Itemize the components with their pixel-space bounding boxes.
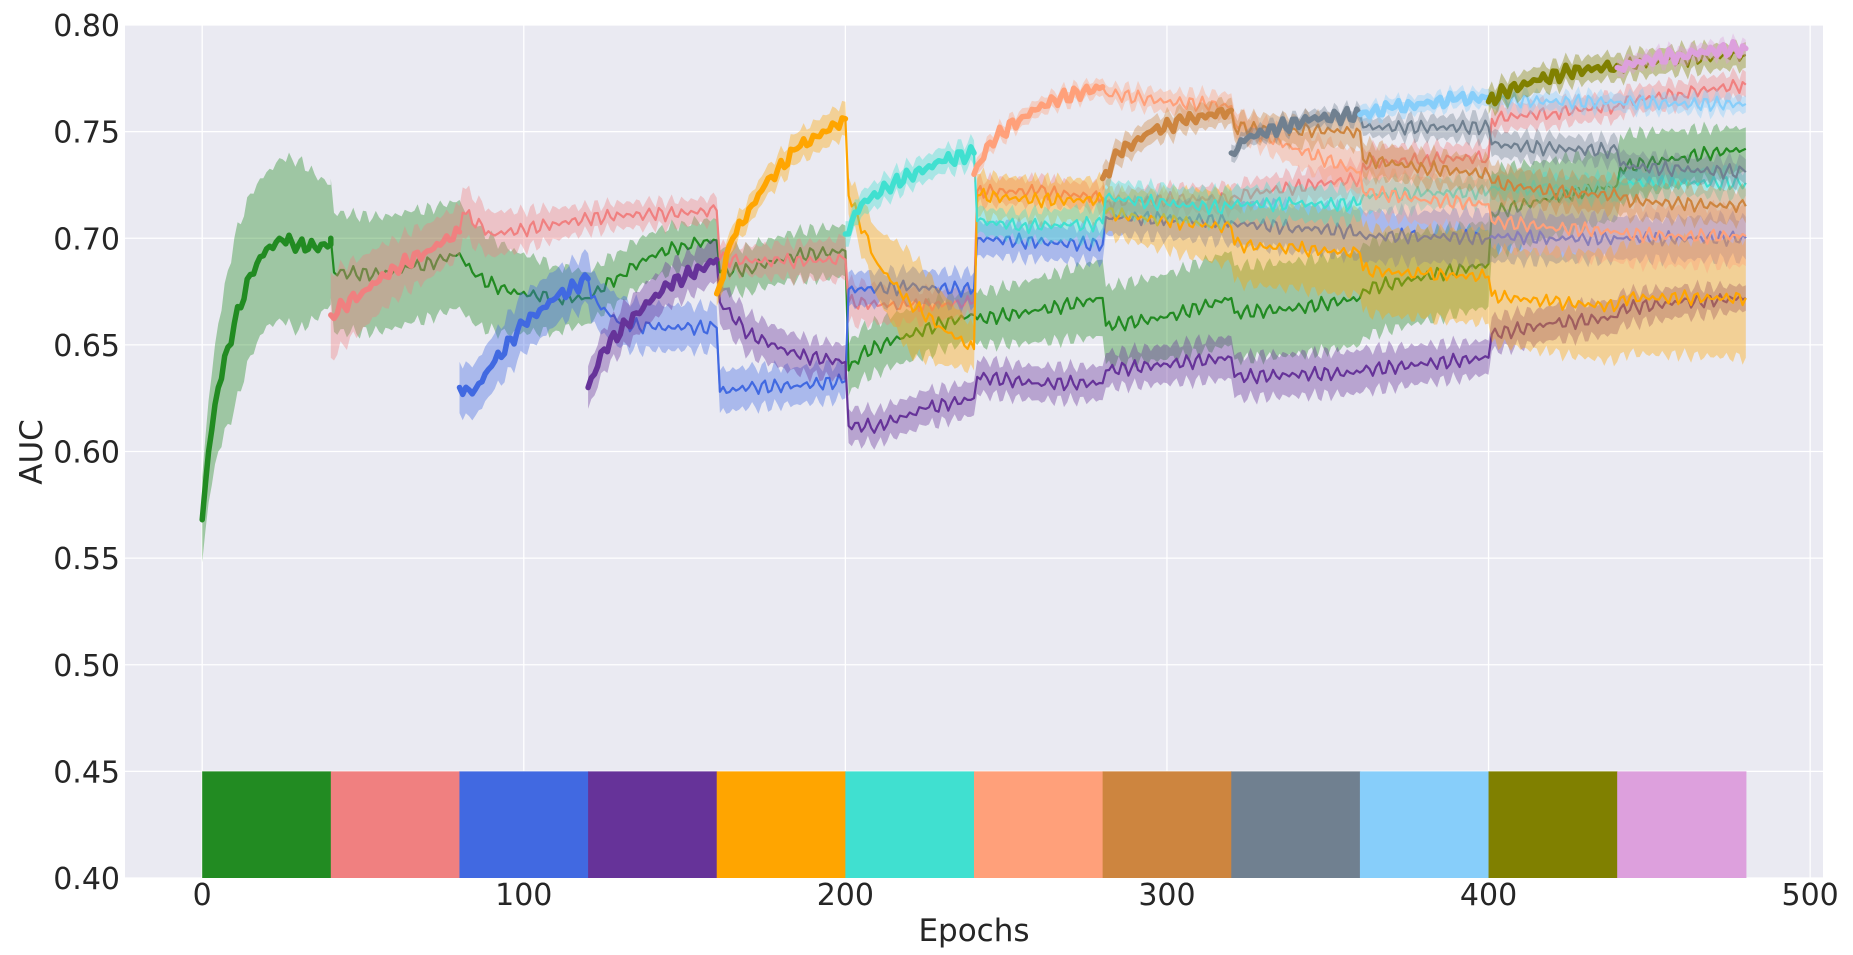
task-band-segment-10 [1359,771,1490,878]
task-band-segment-4 [588,771,718,878]
x-tick-label: 400 [1460,878,1517,913]
task-4-eval-line [715,259,1747,434]
task-12-train-line [1614,39,1749,73]
task-8-eval-line [1230,110,1747,213]
task-6-eval-line [972,152,1747,235]
task-band-segment-6 [845,771,975,878]
series-task-10 [1357,84,1747,126]
series-task-4 [585,238,1747,450]
series-task-6 [842,134,1747,249]
task-9-train-line [1228,105,1363,158]
y-tick-label: 0.65 [53,329,120,364]
series-task-5 [713,100,1747,374]
y-tick-labels: 0.40 0.45 0.50 0.55 0.60 0.65 0.70 0.75 0.80 [53,9,120,897]
series-group [199,33,1749,563]
y-tick-label: 0.60 [53,436,120,471]
y-tick-label: 0.50 [53,649,120,684]
series-task-12 [1614,33,1749,79]
task-band-segment-1 [202,771,332,878]
task-band-segment-3 [459,771,589,878]
x-tick-label: 500 [1782,878,1839,913]
task-10-eval-line [1487,91,1747,112]
y-tick-label: 0.70 [53,222,120,257]
x-tick-label: 100 [495,878,552,913]
task-10-train-line [1357,90,1492,120]
task-4-confidence-band [588,238,1746,450]
task-10-confidence-band [1359,84,1746,126]
y-tick-label: 0.55 [53,542,120,577]
task-6-confidence-band [845,134,1746,249]
task-band-segment-11 [1488,771,1618,878]
y-tick-label: 0.40 [53,862,120,897]
task-9-eval-line [1358,114,1747,180]
x-axis-label: Epochs [918,913,1029,949]
task-5-eval-line [844,118,1747,351]
task-8-train-line [1099,106,1235,182]
task-3-train-line [456,272,591,398]
task-5-confidence-band [716,100,1746,374]
task-band-segment-9 [1231,771,1361,878]
task-5-train-line [713,115,849,297]
task-11-confidence-band [1488,39,1746,117]
task-2-confidence-band [330,67,1746,361]
task-band-segment-2 [330,771,461,878]
x-tick-label: 300 [1138,878,1195,913]
task-11-train-line [1485,59,1620,107]
series-task-7 [971,77,1747,274]
x-tick-label: 200 [817,878,874,913]
y-tick-label: 0.80 [53,9,120,44]
y-tick-label: 0.45 [53,755,120,790]
y-tick-label: 0.75 [53,116,120,151]
task-band-segment-5 [716,771,846,878]
task-7-eval-line [1101,86,1747,245]
task-color-band [202,771,1747,878]
task-3-confidence-band [459,192,1746,421]
x-tick-label: 0 [193,878,212,913]
task-band-segment-12 [1617,771,1747,878]
task-band-segment-8 [1102,771,1232,878]
task-2-train-line [328,225,463,322]
y-axis-label: AUC [14,419,50,485]
task-1-train-line [199,232,334,523]
task-1-confidence-band [202,121,1746,563]
task-band-segment-7 [974,771,1104,878]
x-tick-labels: 0 100 200 300 400 500 [193,878,1839,913]
task-4-train-line [585,256,720,391]
series-task-9 [1228,100,1747,192]
task-9-confidence-band [1231,100,1746,192]
task-7-train-line [971,83,1106,178]
task-6-train-line [842,144,977,237]
